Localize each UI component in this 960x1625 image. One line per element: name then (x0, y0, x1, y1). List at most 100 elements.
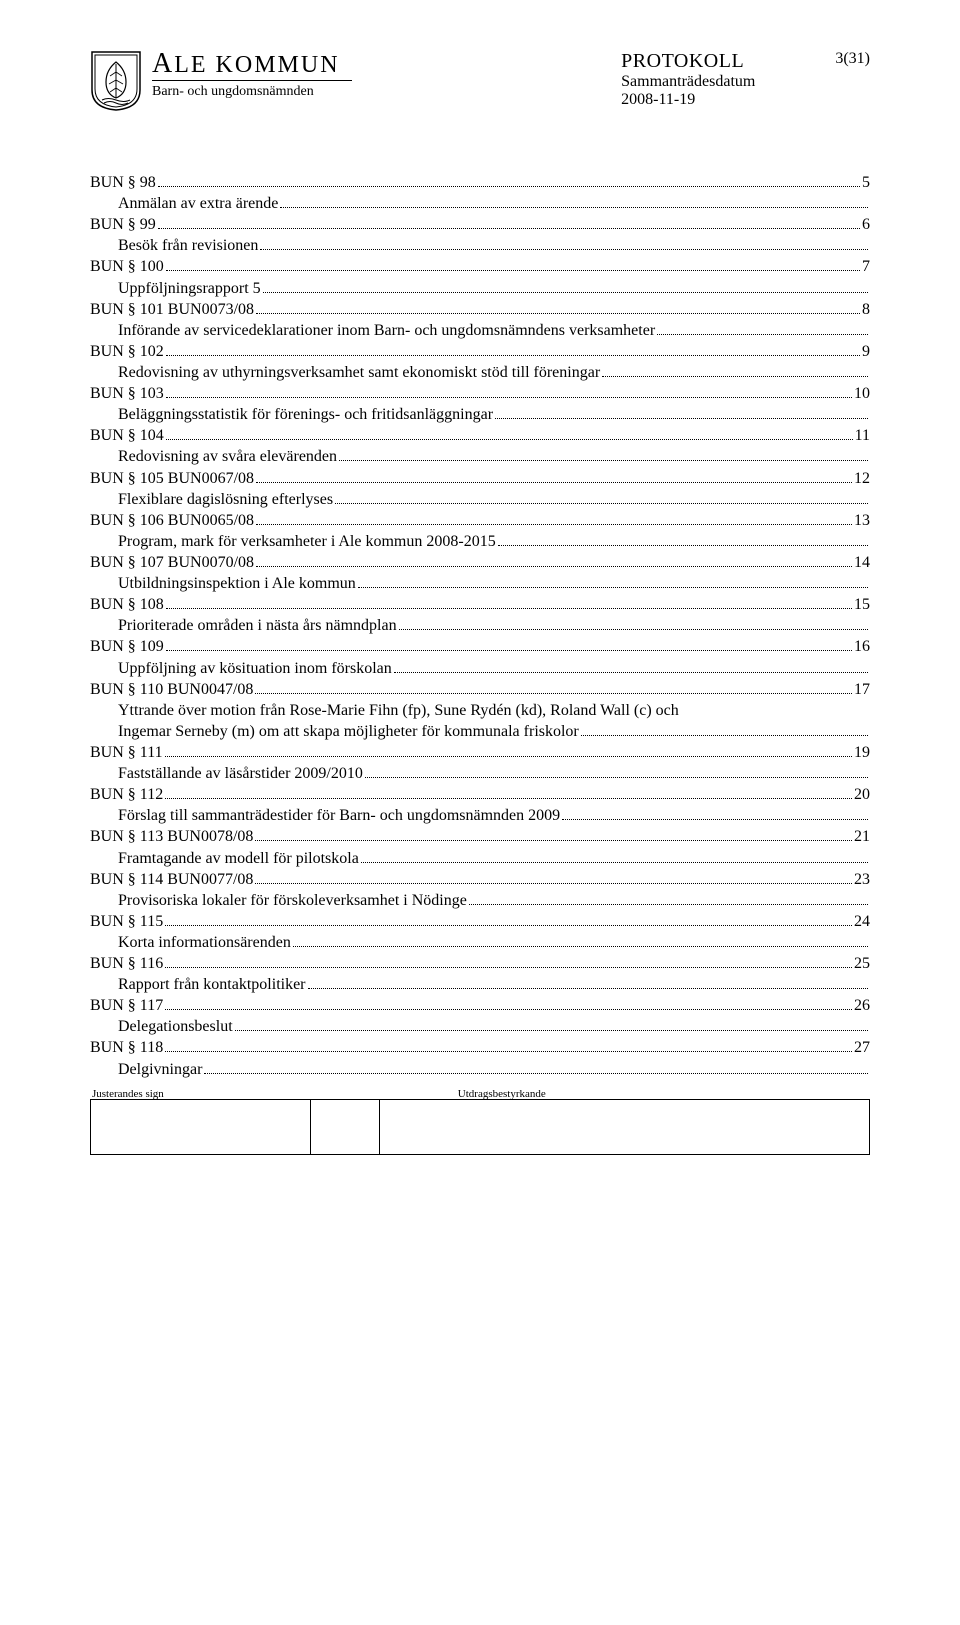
toc-entry-title: Delegationsbeslut (90, 1016, 870, 1037)
toc-leader-dots (166, 397, 852, 398)
toc-label: Anmälan av extra ärende (118, 193, 278, 214)
toc-page-number: 10 (854, 383, 870, 404)
toc-entry-title: Redovisning av svåra elevärenden (90, 446, 870, 467)
toc-label: Framtagande av modell för pilotskola (118, 848, 359, 869)
toc-entry-title: Fastställande av läsårstider 2009/2010 (90, 763, 870, 784)
toc-entry-section: BUN § 11119 (90, 742, 870, 763)
toc-entry-section: BUN § 110 BUN0047/08 17 (90, 679, 870, 700)
toc-page-number: 15 (854, 594, 870, 615)
toc-leader-dots (256, 566, 852, 567)
toc-entry-section: BUN § 996 (90, 214, 870, 235)
toc-label: BUN § 107 BUN0070/08 (90, 552, 254, 573)
toc-leader-dots (166, 608, 852, 609)
toc-leader-dots (166, 650, 852, 651)
toc-label: Besök från revisionen (118, 235, 258, 256)
toc-entry-section: BUN § 105 BUN0067/0812 (90, 468, 870, 489)
toc-page-number: 20 (854, 784, 870, 805)
toc-leader-dots (256, 313, 860, 314)
toc-leader-dots (498, 545, 868, 546)
toc-leader-dots (166, 270, 860, 271)
toc-label: Korta informationsärenden (118, 932, 291, 953)
toc-leader-dots (495, 418, 868, 419)
toc-leader-dots (235, 1030, 868, 1031)
meeting-date-label: Sammanträdesdatum (621, 73, 755, 91)
toc-label: BUN § 100 (90, 256, 164, 277)
toc-page-number: 16 (854, 636, 870, 657)
toc-leader-dots (293, 946, 868, 947)
toc-label: Fastställande av läsårstider 2009/2010 (118, 763, 363, 784)
toc-leader-dots (158, 228, 860, 229)
toc-entry-section: BUN § 118 27 (90, 1037, 870, 1058)
toc-leader-dots (308, 988, 868, 989)
toc-entry-section: BUN § 11625 (90, 953, 870, 974)
toc-page-number: 26 (854, 995, 870, 1016)
toc-label: BUN § 106 BUN0065/08 (90, 510, 254, 531)
toc-entry-title: Prioriterade områden i nästa års nämndpl… (90, 615, 870, 636)
toc-entry-section: BUN § 10916 (90, 636, 870, 657)
toc-leader-dots (469, 904, 868, 905)
header-content: ALE KOMMUN Barn- och ungdomsnämnden PROT… (152, 50, 870, 109)
toc-entry-section: BUN § 10310 (90, 383, 870, 404)
toc-page-number: 27 (854, 1037, 870, 1058)
certification-box (380, 1099, 870, 1155)
toc-leader-dots (166, 439, 853, 440)
toc-entry-title: Framtagande av modell för pilotskola (90, 848, 870, 869)
toc-label: BUN § 98 (90, 172, 156, 193)
toc-page-number: 13 (854, 510, 870, 531)
toc-label: Prioriterade områden i nästa års nämndpl… (118, 615, 397, 636)
toc-leader-dots (358, 587, 868, 588)
toc-entry-section: BUN § 114 BUN0077/0823 (90, 869, 870, 890)
toc-label: BUN § 99 (90, 214, 156, 235)
toc-entry-title: Ingemar Serneby (m) om att skapa möjligh… (90, 721, 870, 742)
toc-entry-section: BUN § 11524 (90, 911, 870, 932)
toc-label: Delgivningar (118, 1059, 202, 1080)
toc-leader-dots (399, 629, 868, 630)
toc-entry-title: Uppföljning av kösituation inom förskola… (90, 658, 870, 679)
page-header: ALE KOMMUN Barn- och ungdomsnämnden PROT… (90, 50, 870, 112)
toc-entry-title: Flexiblare dagislösning efterlyses (90, 489, 870, 510)
toc-label: BUN § 108 (90, 594, 164, 615)
toc-label: BUN § 110 BUN0047/08 (90, 679, 253, 700)
toc-leader-dots (335, 503, 868, 504)
toc-leader-dots (339, 460, 868, 461)
toc-label: Flexiblare dagislösning efterlyses (118, 489, 333, 510)
toc-leader-dots (256, 482, 852, 483)
toc-label: BUN § 111 (90, 742, 163, 763)
toc-entry-section: BUN § 108 15 (90, 594, 870, 615)
toc-entry-section: BUN § 11726 (90, 995, 870, 1016)
toc-entry-title: Uppföljningsrapport 5 (90, 278, 870, 299)
toc-leader-dots (365, 777, 868, 778)
toc-entry-title: Redovisning av uthyrningsverksamhet samt… (90, 362, 870, 383)
toc-label: Utbildningsinspektion i Ale kommun (118, 573, 356, 594)
toc-entry-section: BUN § 1007 (90, 256, 870, 277)
toc-leader-dots (165, 1051, 852, 1052)
toc-leader-dots (255, 883, 852, 884)
signature-box-1 (90, 1099, 310, 1155)
toc-leader-dots (255, 693, 852, 694)
toc-page-number: 21 (854, 826, 870, 847)
toc-entry-title: Besök från revisionen (90, 235, 870, 256)
toc-page-number: 5 (862, 172, 870, 193)
toc-entry-title: Program, mark för verksamheter i Ale kom… (90, 531, 870, 552)
toc-label: BUN § 113 BUN0078/08 (90, 826, 253, 847)
toc-leader-dots (166, 355, 860, 356)
toc-label: Införande av servicedeklarationer inom B… (118, 320, 655, 341)
toc-label: Uppföljning av kösituation inom förskola… (118, 658, 392, 679)
signature-box-2 (310, 1099, 380, 1155)
toc-entry-title: Provisoriska lokaler för förskoleverksam… (90, 890, 870, 911)
toc-entry-section: BUN § 98 5 (90, 172, 870, 193)
toc-page-number: 24 (854, 911, 870, 932)
toc-label: Redovisning av svåra elevärenden (118, 446, 337, 467)
toc-label: BUN § 114 BUN0077/08 (90, 869, 253, 890)
toc-leader-dots (165, 1009, 852, 1010)
toc-label: BUN § 118 (90, 1037, 163, 1058)
organization-name: ALE KOMMUN (152, 50, 526, 78)
toc-label: BUN § 101 BUN0073/08 (90, 299, 254, 320)
toc-leader-dots (165, 798, 852, 799)
toc-page-number: 17 (854, 679, 870, 700)
toc-page-number: 12 (854, 468, 870, 489)
toc-leader-dots (394, 672, 868, 673)
toc-entry-section: BUN § 1029 (90, 341, 870, 362)
toc-label: BUN § 112 (90, 784, 163, 805)
page-number: 3(31) (755, 50, 870, 68)
